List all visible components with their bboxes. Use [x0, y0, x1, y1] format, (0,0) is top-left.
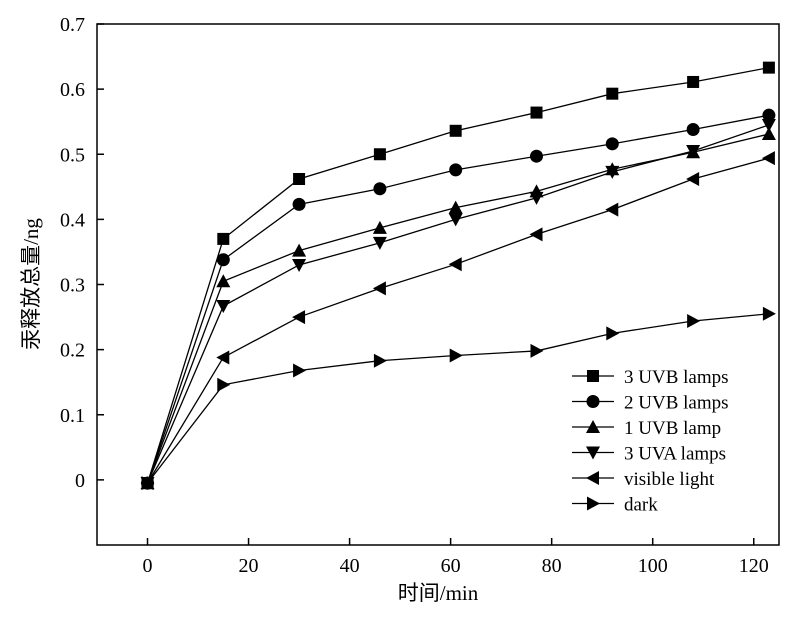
data-point [217, 232, 230, 245]
data-point [761, 118, 776, 132]
data-point [687, 313, 701, 328]
legend-marker [586, 446, 600, 460]
legend-marker [587, 370, 599, 382]
legend-entry: 2 UVB lamps [572, 393, 729, 414]
data-point [761, 127, 776, 141]
legend-entry: visible light [572, 469, 715, 490]
data-point [686, 171, 700, 186]
x-axis-label: 时间/min [398, 581, 479, 605]
data-point [216, 253, 230, 267]
data-point [217, 377, 231, 392]
x-tick-label: 40 [340, 555, 360, 577]
data-point [606, 87, 619, 100]
series-1 [141, 108, 776, 490]
x-tick-label: 80 [542, 555, 562, 577]
data-point [530, 149, 544, 163]
data-point [373, 148, 386, 161]
data-point [762, 61, 775, 74]
y-tick-label: 0 [75, 470, 85, 492]
legend-label: 2 UVB lamps [624, 393, 729, 414]
data-point [606, 326, 620, 341]
x-tick-label: 100 [638, 555, 668, 577]
data-point [216, 274, 231, 288]
y-tick-label: 0.7 [60, 14, 85, 36]
legend: 3 UVB lamps 2 UVB lamps 1 UVB lamp 3 UVA la… [572, 367, 729, 516]
data-point [373, 182, 387, 196]
y-tick-label: 0.4 [60, 209, 85, 231]
data-point [762, 108, 776, 122]
series-4 [140, 151, 775, 491]
data-point [605, 137, 619, 151]
data-point [216, 350, 230, 365]
legend-entry: dark [572, 495, 658, 516]
legend-marker [586, 420, 600, 433]
data-point [292, 243, 307, 257]
data-point [761, 151, 775, 166]
data-point [530, 106, 543, 119]
data-point [292, 310, 306, 325]
data-point [141, 476, 155, 491]
data-point [448, 257, 462, 272]
data-point [686, 123, 700, 137]
data-point [372, 220, 387, 234]
data-point [292, 258, 307, 272]
y-tick-label: 0.1 [60, 405, 85, 427]
legend-entry: 1 UVB lamp [572, 418, 721, 439]
y-axis-label: 汞释放总量/ng [19, 218, 43, 350]
data-point [687, 75, 700, 88]
legend-entry: 3 UVA lamps [572, 444, 726, 465]
legend-label: 3 UVA lamps [624, 444, 726, 465]
data-point [605, 165, 620, 179]
data-point [449, 124, 462, 137]
data-point [292, 197, 306, 211]
legend-marker [587, 496, 600, 511]
legend-entry: 3 UVB lamps [572, 367, 729, 388]
legend-label: visible light [624, 469, 715, 490]
y-tick-label: 0.5 [60, 144, 85, 166]
data-point [762, 306, 776, 321]
y-tick-label: 0.6 [60, 79, 85, 101]
data-point [529, 227, 543, 242]
y-tick-label: 0.2 [60, 340, 85, 362]
x-tick-label: 60 [441, 555, 461, 577]
x-tick-label: 20 [239, 555, 259, 577]
legend-label: 1 UVB lamp [624, 418, 721, 439]
legend-label: 3 UVB lamps [624, 367, 729, 388]
data-point [605, 202, 619, 217]
data-point [686, 144, 701, 158]
series-3 [140, 118, 776, 491]
data-point [373, 353, 387, 368]
data-point [448, 200, 463, 214]
x-tick-label: 120 [739, 555, 769, 577]
data-point [216, 299, 231, 313]
data-point [448, 213, 463, 227]
data-point [449, 163, 463, 177]
plot-frame [96, 23, 780, 546]
legend-marker [586, 395, 600, 408]
y-tick-label: 0.3 [60, 275, 85, 297]
data-point [529, 191, 544, 205]
data-point [372, 236, 387, 250]
legend-marker [586, 471, 599, 485]
data-point [530, 343, 544, 358]
data-point [372, 281, 386, 296]
legend-label: dark [624, 495, 658, 516]
data-point [293, 172, 306, 185]
data-point [449, 348, 463, 363]
data-point [293, 363, 307, 378]
x-tick-label: 0 [143, 555, 153, 577]
series-5 [141, 306, 776, 491]
